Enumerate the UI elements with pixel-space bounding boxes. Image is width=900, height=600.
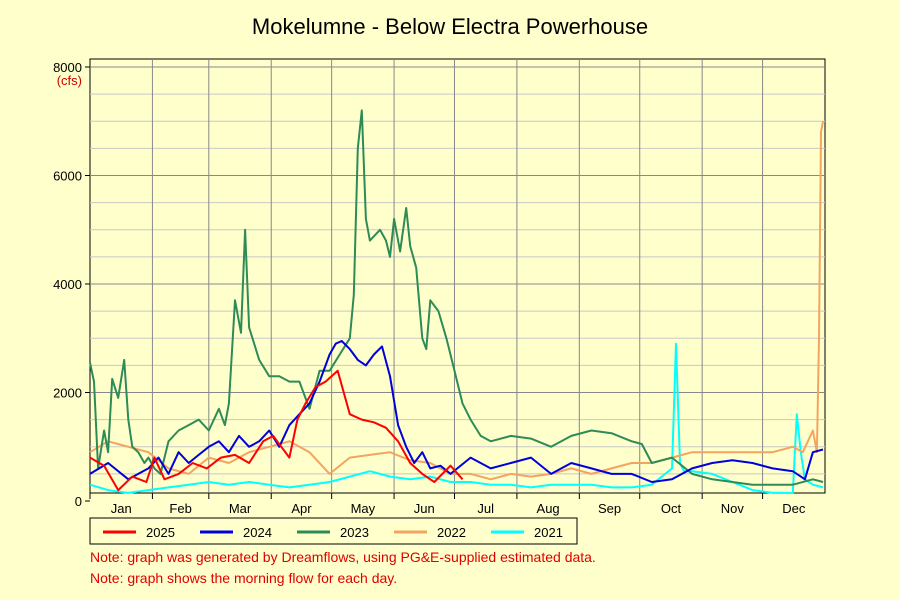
note-data-source: Note: graph was generated by Dreamflows,… <box>90 549 596 565</box>
series-line-2023 <box>89 109 824 486</box>
x-tick-label: Nov <box>721 501 745 516</box>
series-lines <box>89 109 824 494</box>
x-tick-label: Dec <box>782 501 806 516</box>
y-tick-label: 2000 <box>53 386 82 401</box>
x-tick-label: Oct <box>661 501 682 516</box>
x-tick-label: Apr <box>291 501 312 516</box>
x-tick-label: Sep <box>598 501 621 516</box>
legend: 2025 2024 2023 2022 2021 <box>89 517 578 545</box>
grid-lines <box>90 59 825 493</box>
series-line-2025 <box>89 369 464 492</box>
x-tick-label: May <box>351 501 376 516</box>
series-line-2022 <box>89 121 824 481</box>
legend-label-2023: 2023 <box>340 525 369 540</box>
x-tick-label: Jan <box>111 501 132 516</box>
y-tick-label: 4000 <box>53 277 82 292</box>
legend-label-2025: 2025 <box>146 525 175 540</box>
y-tick-label: 8000 <box>53 60 82 75</box>
series-line-2024 <box>89 340 824 483</box>
y-tick-label: 0 <box>75 494 82 509</box>
x-tick-label: Aug <box>537 501 560 516</box>
note-morning-flow: Note: graph shows the morning flow for e… <box>90 570 398 586</box>
x-tick-label: Jun <box>414 501 435 516</box>
y-unit-label: (cfs) <box>57 73 82 88</box>
y-axis-ticks: 0 2000 4000 6000 8000 <box>53 60 90 509</box>
x-tick-label: Feb <box>169 501 191 516</box>
chart-title: Mokelumne - Below Electra Powerhouse <box>252 14 648 39</box>
x-axis-ticks: Jan Feb Mar Apr May Jun Jul Aug Sep Oct Nov Dec <box>89 493 806 516</box>
x-tick-label: Mar <box>229 501 252 516</box>
y-tick-label: 6000 <box>53 169 82 184</box>
x-tick-label: Jul <box>477 501 494 516</box>
legend-label-2022: 2022 <box>437 525 466 540</box>
legend-label-2021: 2021 <box>534 525 563 540</box>
plot-area <box>89 58 826 494</box>
series-line-2021 <box>89 342 824 494</box>
legend-label-2024: 2024 <box>243 525 272 540</box>
